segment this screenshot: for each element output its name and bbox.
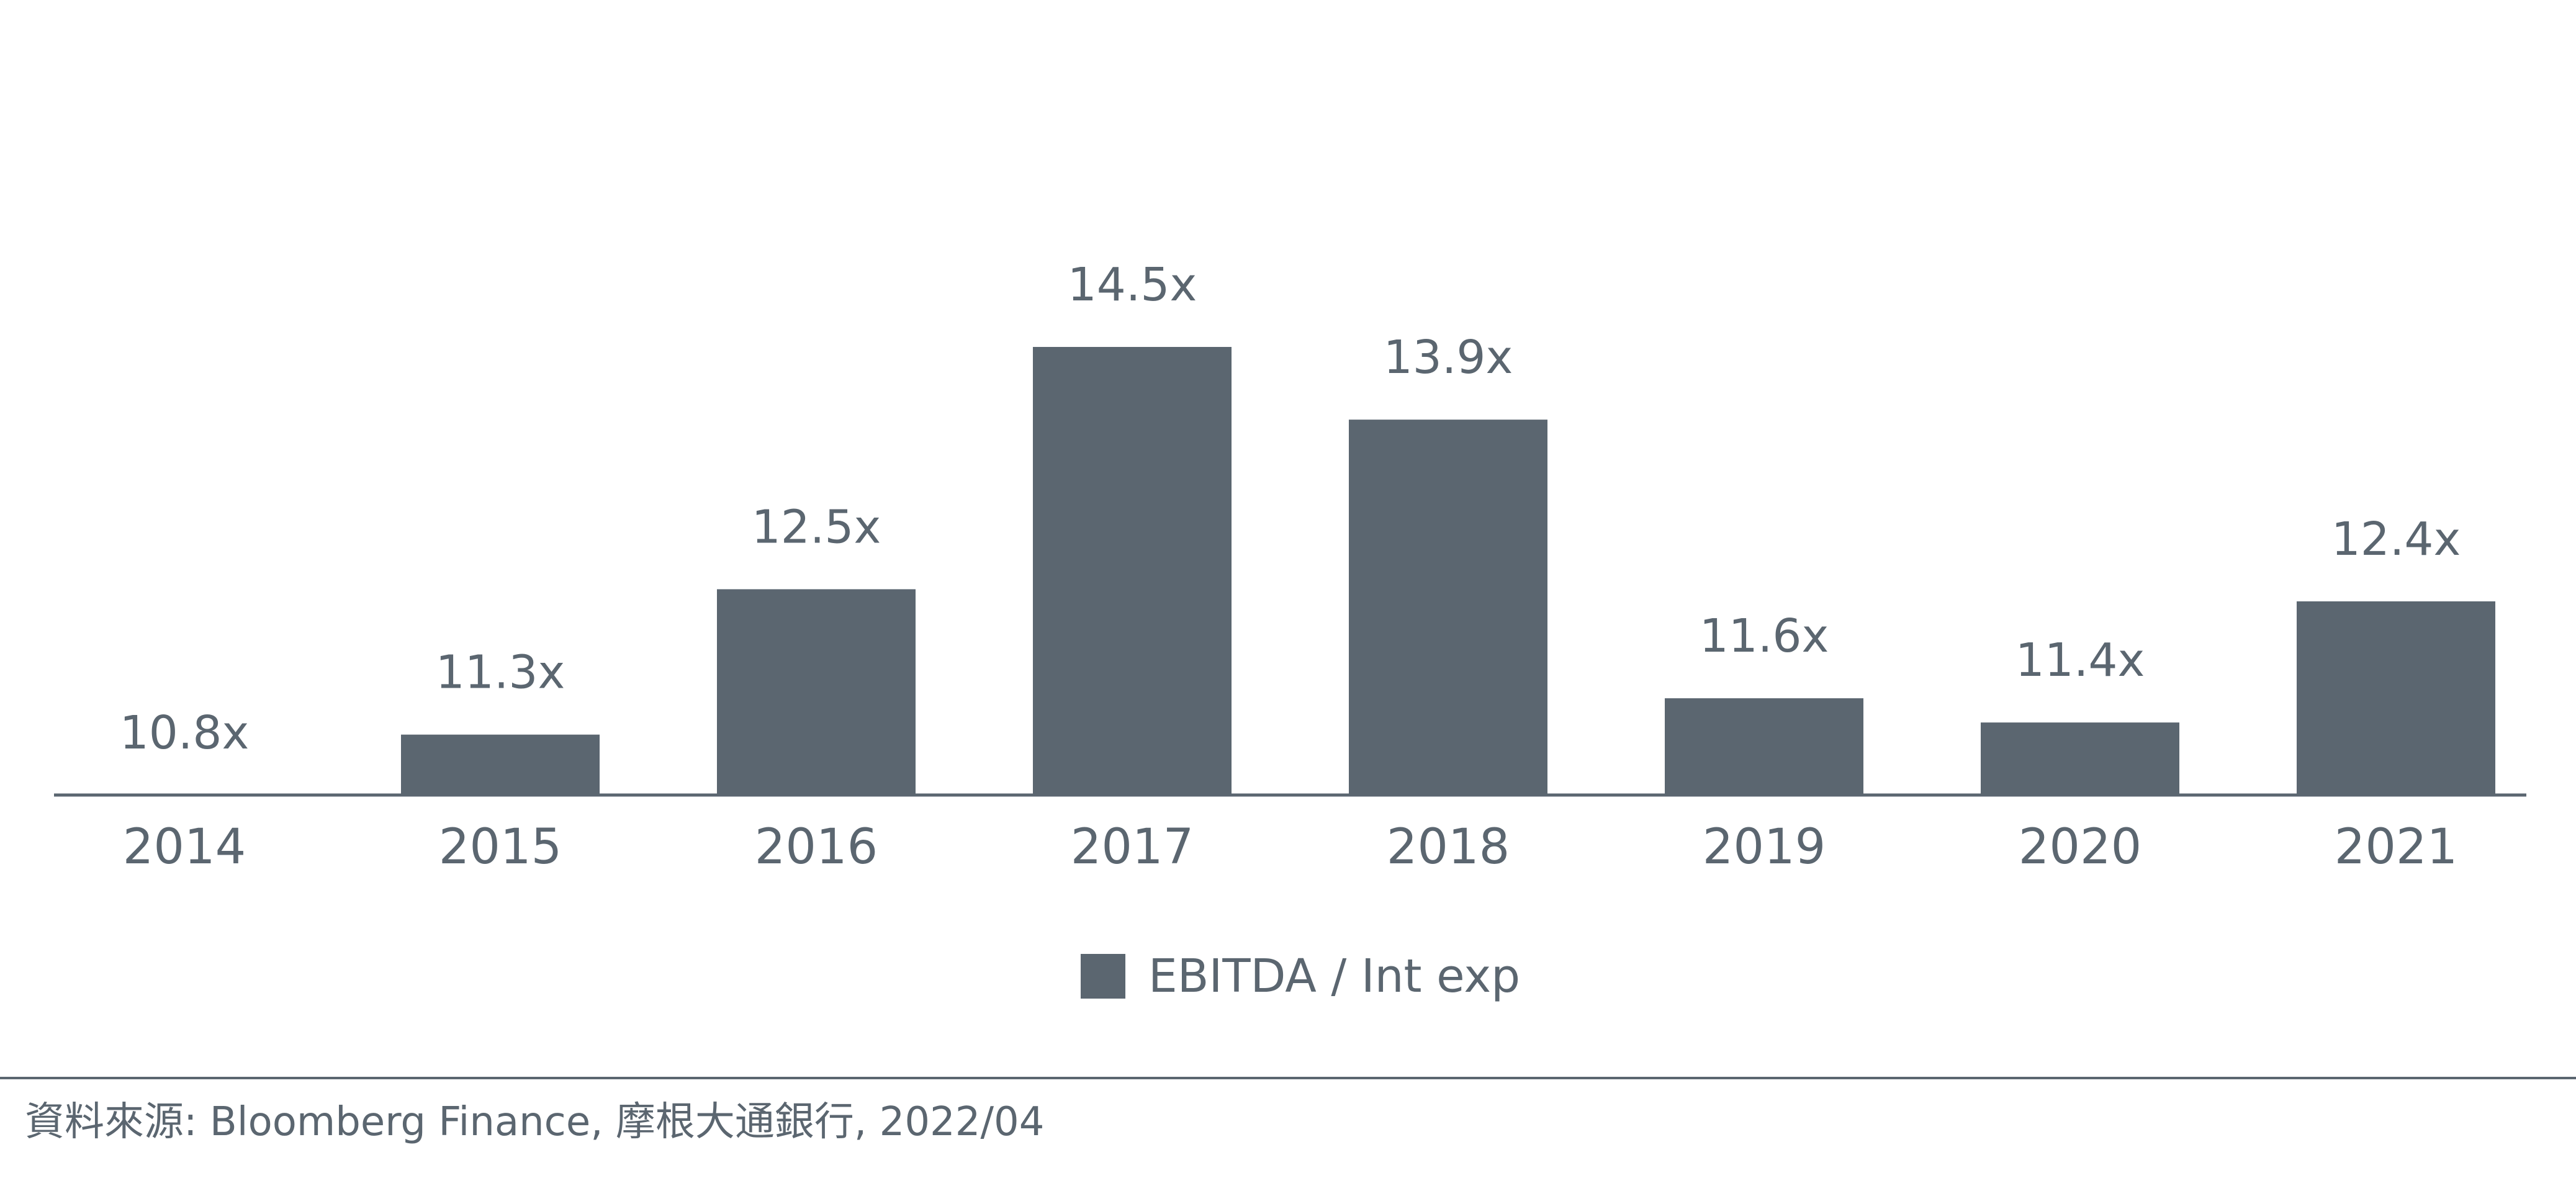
bars-group bbox=[401, 347, 2495, 795]
bar-2021 bbox=[2297, 601, 2495, 795]
bar-labels-group: 10.8x 11.3x 12.5x 14.5x 13.9x 11.6x 11.4x 12.4x bbox=[120, 258, 2461, 760]
bar-2019 bbox=[1665, 698, 1863, 795]
data-label-2021: 12.4x bbox=[2331, 513, 2461, 566]
x-tick-label-2015: 2015 bbox=[439, 819, 562, 875]
source-note: 資料來源: Bloomberg Finance, 摩根大通銀行, 2022/04 bbox=[25, 1099, 1045, 1145]
bar-2015 bbox=[401, 734, 600, 795]
x-tick-label-2016: 2016 bbox=[755, 819, 878, 875]
data-label-2020: 11.4x bbox=[2015, 634, 2145, 687]
data-label-2015: 11.3x bbox=[436, 646, 565, 699]
bar-2018 bbox=[1349, 420, 1547, 795]
bar-2016 bbox=[717, 589, 916, 795]
data-label-2014: 10.8x bbox=[120, 706, 250, 760]
data-label-2017: 14.5x bbox=[1068, 258, 1197, 312]
data-label-2019: 11.6x bbox=[1700, 609, 1829, 663]
x-tick-label-2020: 2020 bbox=[2019, 819, 2142, 875]
legend: EBITDA / Int exp bbox=[1081, 950, 1520, 1003]
legend-swatch bbox=[1081, 954, 1125, 999]
x-tick-label-2018: 2018 bbox=[1387, 819, 1510, 875]
x-tick-label-2021: 2021 bbox=[2335, 819, 2458, 875]
data-label-2018: 13.9x bbox=[1384, 331, 1513, 384]
x-tick-labels-group: 2014 2015 2016 2017 2018 2019 2020 2021 bbox=[123, 819, 2458, 875]
bar-2017 bbox=[1033, 347, 1232, 795]
legend-label: EBITDA / Int exp bbox=[1148, 950, 1520, 1003]
x-tick-label-2017: 2017 bbox=[1071, 819, 1194, 875]
x-tick-label-2014: 2014 bbox=[123, 819, 246, 875]
bar-2020 bbox=[1981, 722, 2179, 795]
x-tick-label-2019: 2019 bbox=[1703, 819, 1826, 875]
data-label-2016: 12.5x bbox=[752, 500, 881, 554]
